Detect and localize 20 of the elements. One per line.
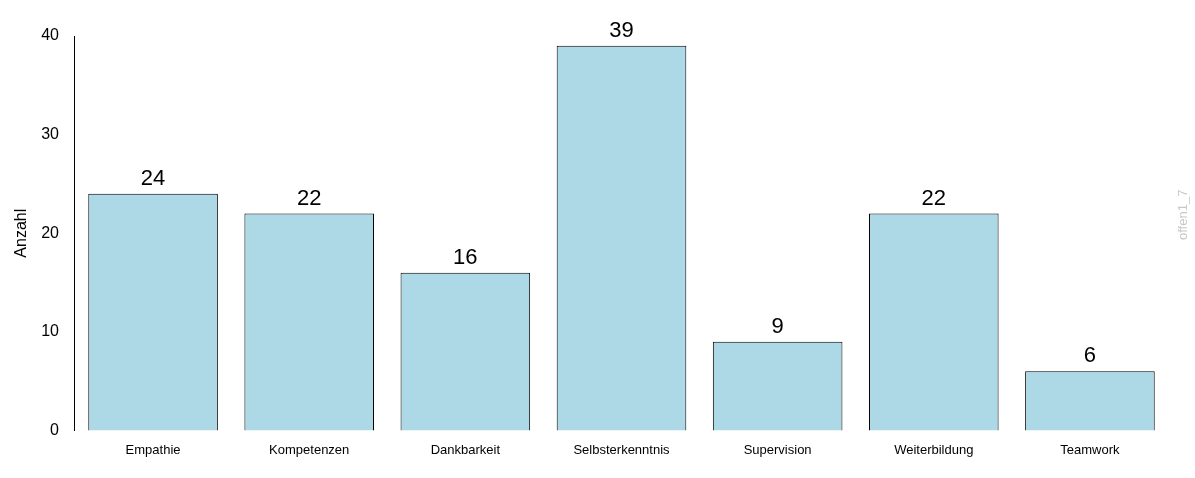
- data-label: 9: [771, 312, 784, 338]
- y-tick-label: 10: [41, 322, 60, 340]
- data-label: 39: [609, 16, 634, 42]
- x-tick-label: Dankbarkeit: [430, 441, 501, 457]
- data-label: 22: [921, 184, 947, 210]
- x-tick-label: Empathie: [125, 441, 181, 457]
- x-tick-label: Selbsterkenntnis: [573, 441, 671, 457]
- data-label: 24: [140, 164, 166, 190]
- data-label: 6: [1083, 342, 1097, 368]
- data-label: 16: [453, 243, 478, 269]
- x-tick-label: Weiterbildung: [894, 441, 974, 457]
- data-label: 22: [296, 184, 322, 210]
- y-tick-label: 0: [50, 420, 60, 438]
- y-tick-label: 40: [41, 26, 60, 44]
- x-tick-label: Supervision: [743, 441, 812, 457]
- y-axis-title: Anzahl: [12, 208, 30, 258]
- x-tick-label: Teamwork: [1060, 441, 1121, 457]
- x-tick-label: Kompetenzen: [269, 441, 350, 457]
- y-tick-label: 20: [41, 223, 60, 241]
- y-tick-label: 30: [41, 125, 60, 143]
